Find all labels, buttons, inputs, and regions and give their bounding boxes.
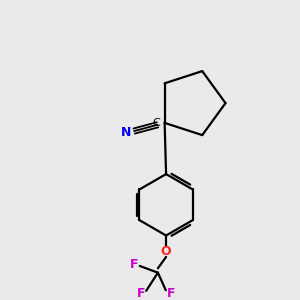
Text: F: F [130, 258, 138, 271]
Text: N: N [121, 126, 132, 139]
Text: F: F [167, 287, 175, 300]
Text: O: O [161, 245, 171, 258]
Text: F: F [137, 287, 145, 300]
Text: C: C [152, 118, 160, 128]
